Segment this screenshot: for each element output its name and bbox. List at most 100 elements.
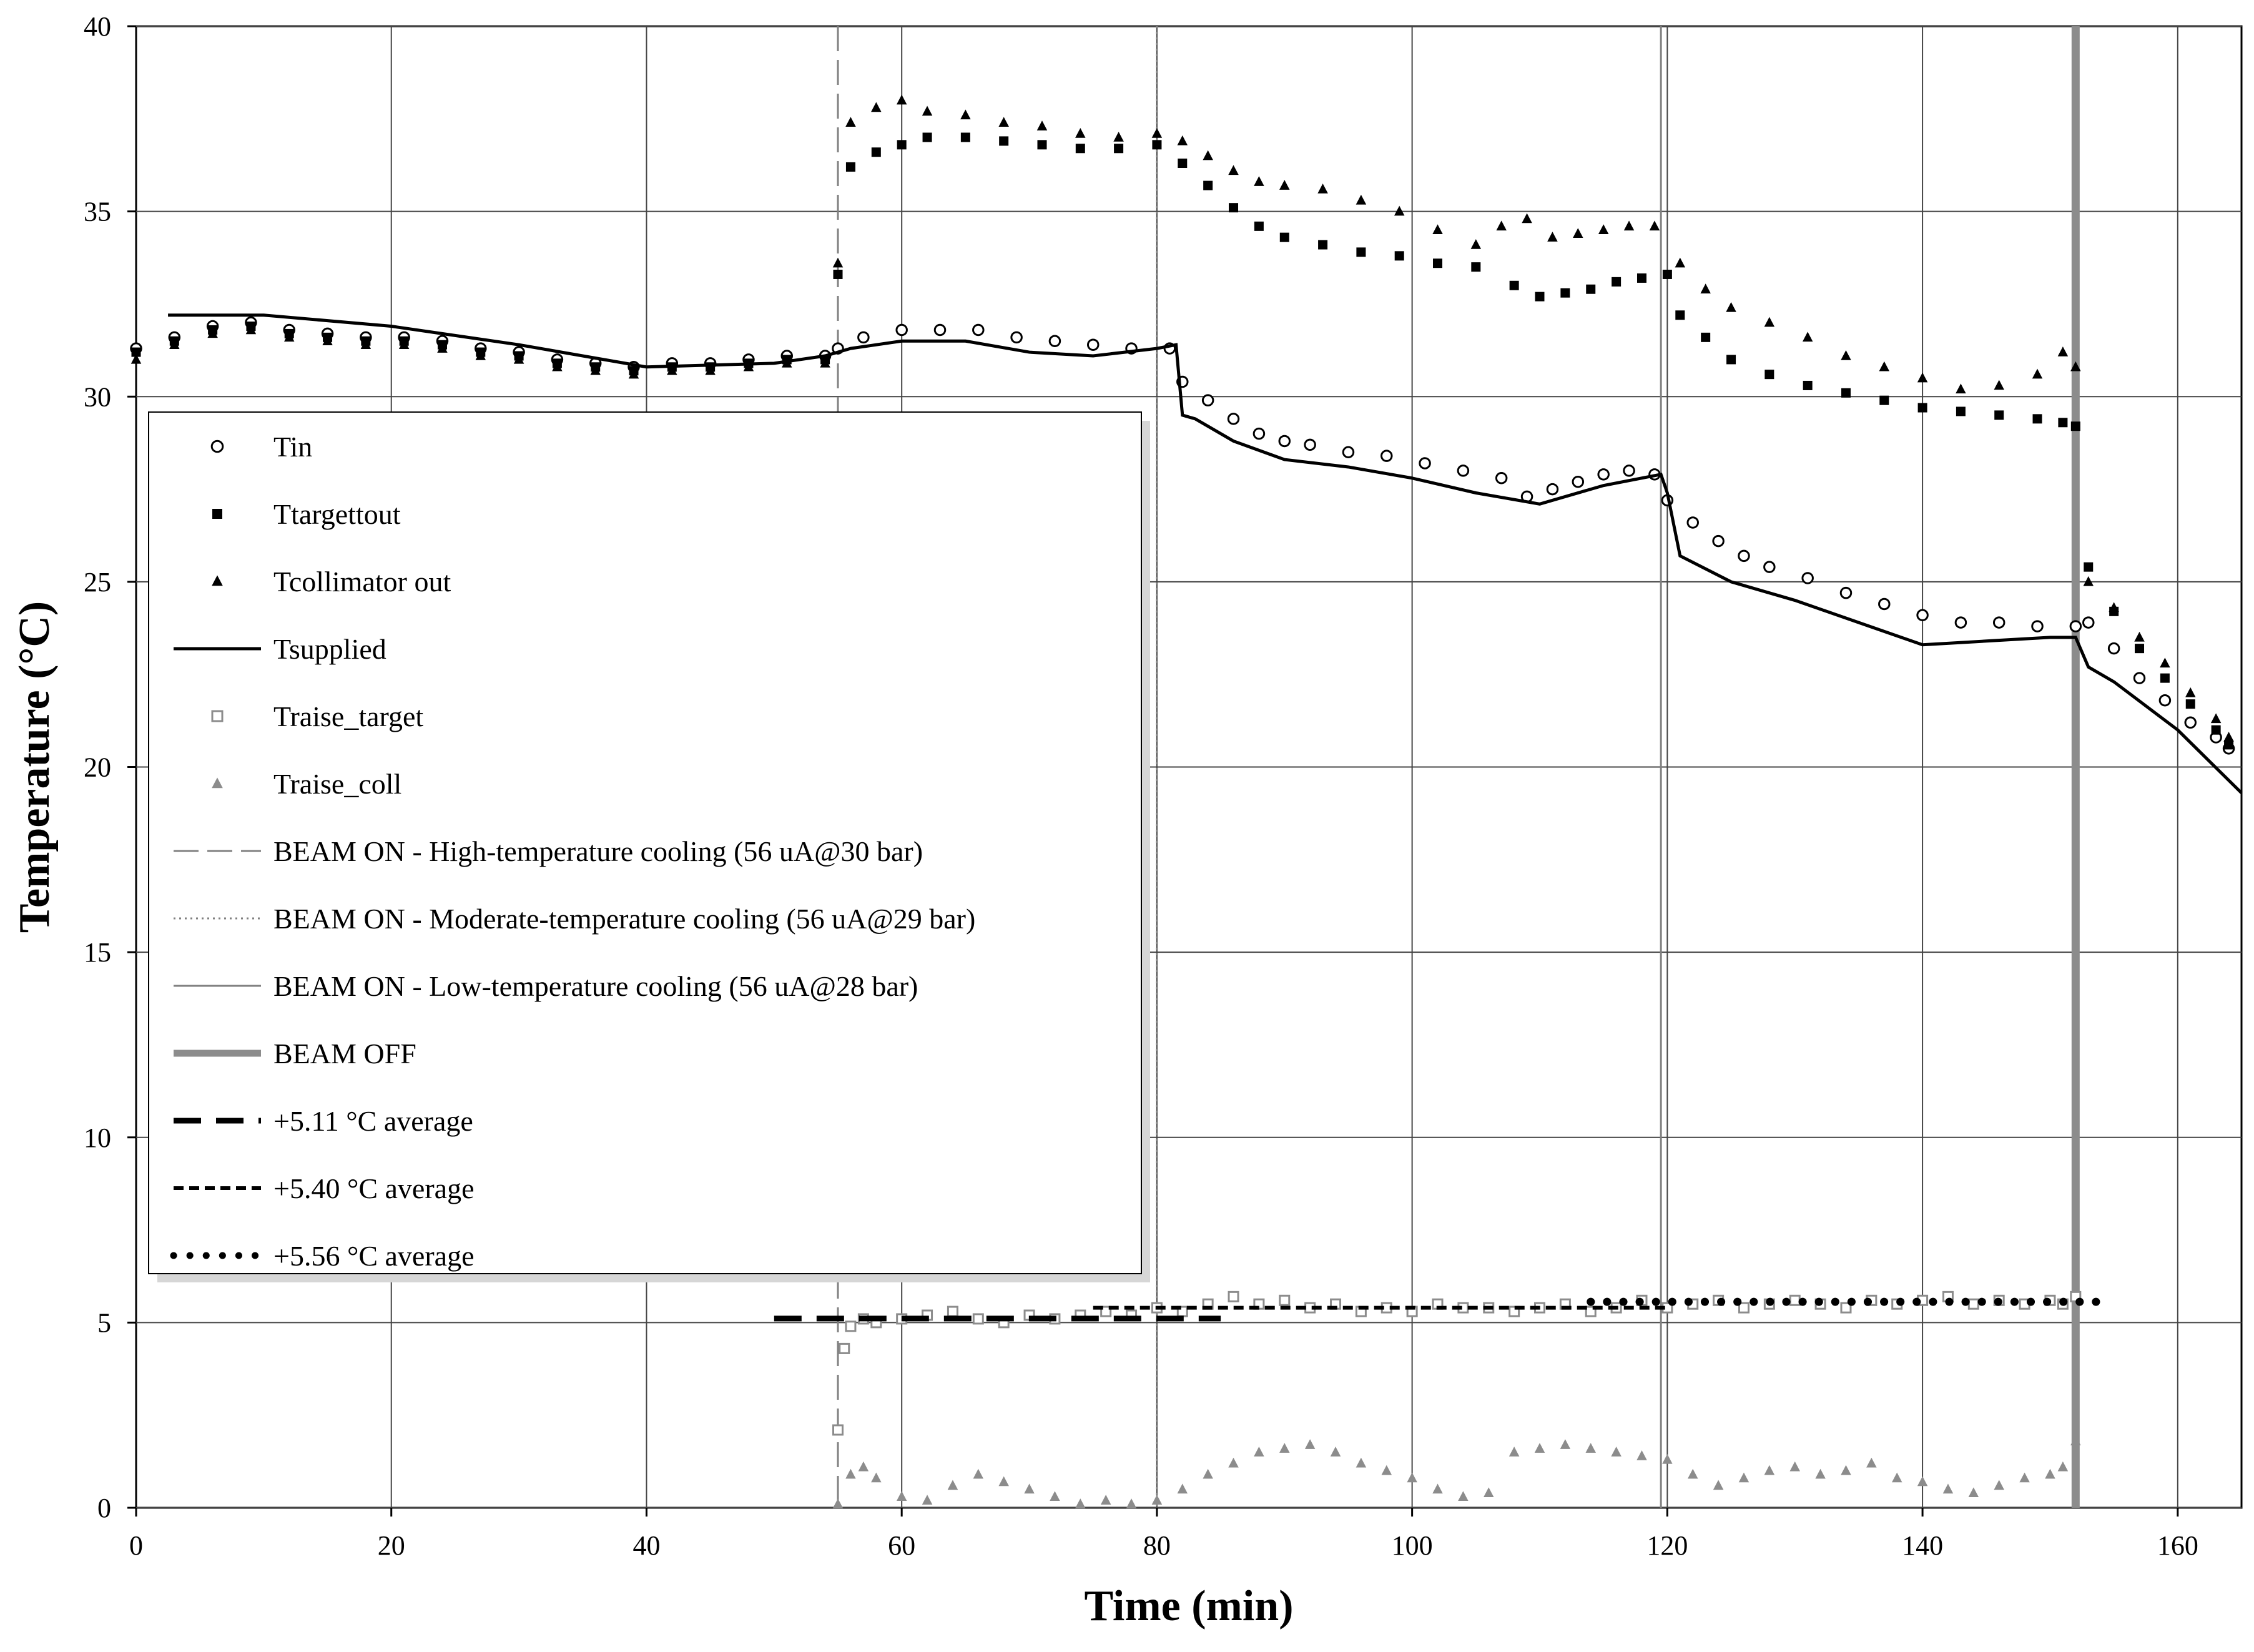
data-point: [2185, 687, 2196, 697]
data-point: [1380, 450, 1393, 462]
data-point: [743, 361, 754, 371]
x-tick-label: 80: [1143, 1530, 1171, 1561]
data-point: [322, 335, 333, 346]
data-point: [2223, 732, 2234, 742]
data-point: [1356, 1457, 1367, 1468]
data-point: [871, 102, 882, 112]
data-point: [1113, 131, 1124, 142]
data-point: [1203, 150, 1213, 160]
data-point: [1201, 394, 1214, 406]
legend-label: +5.40 °C average: [273, 1173, 475, 1204]
data-point: [2070, 421, 2080, 431]
data-point: [960, 109, 971, 120]
data-point: [1956, 406, 1966, 416]
data-point: [1050, 1491, 1060, 1501]
data-point: [1254, 1447, 1264, 1457]
legend-label: Tin: [273, 431, 312, 463]
data-point: [1763, 561, 1776, 573]
data-point: [1917, 372, 1928, 383]
legend-item: Traise_coll: [212, 768, 401, 800]
legend: Tin Ttargettout Tcollimator out Tsupplied Tr…: [148, 411, 1150, 1282]
x-tick-label: 0: [129, 1530, 143, 1561]
data-point: [245, 324, 257, 335]
data-point: [1203, 1468, 1213, 1479]
data-point: [1228, 1457, 1239, 1468]
data-point: [1048, 335, 1061, 348]
data-point: [1037, 140, 1047, 150]
data-point: [1764, 370, 1774, 380]
legend-label: Ttargettout: [273, 498, 401, 530]
data-point: [2031, 620, 2044, 632]
data-point: [960, 132, 970, 142]
legend-box: [148, 411, 1142, 1274]
data-point: [1381, 1465, 1392, 1475]
data-point: [2057, 1461, 2069, 1472]
legend-item: BEAM ON - Low-temperature cooling (56 uA…: [174, 970, 918, 1002]
data-point: [845, 162, 855, 172]
data-point: [1560, 1439, 1571, 1449]
legend-label: Traise_target: [273, 701, 423, 732]
data-point: [857, 331, 870, 344]
data-point: [2045, 1468, 2055, 1479]
data-point: [1572, 475, 1585, 488]
y-tick-label: 10: [84, 1123, 111, 1153]
data-point: [1458, 1491, 1469, 1501]
data-point: [896, 1491, 907, 1501]
data-point: [1024, 1483, 1035, 1494]
legend-label: +5.56 °C average: [273, 1240, 475, 1272]
data-point: [998, 117, 1009, 127]
data-point: [895, 323, 908, 337]
data-point: [2160, 657, 2170, 668]
data-point: [1994, 380, 2004, 390]
x-tick-label: 40: [632, 1530, 660, 1561]
data-point: [1994, 1480, 2004, 1490]
data-point: [1086, 338, 1100, 351]
data-point: [1342, 446, 1355, 458]
data-point: [1623, 220, 1635, 231]
data-point: [1252, 427, 1266, 440]
data-point: [1994, 410, 2004, 420]
data-point: [832, 1424, 844, 1436]
legend-swatch: [210, 440, 224, 453]
data-point: [1675, 310, 1685, 320]
data-point: [896, 94, 907, 105]
data-point: [1075, 144, 1085, 154]
data-point: [360, 339, 372, 349]
y-tick-label: 35: [84, 197, 111, 227]
data-point: [1075, 128, 1086, 138]
legend-label: Tsupplied: [273, 633, 386, 665]
data-point: [2211, 725, 2221, 735]
data-point: [1954, 616, 1967, 629]
data-point: [2134, 631, 2145, 642]
data-point: [1840, 1302, 1852, 1314]
data-point: [1917, 403, 1927, 413]
legend-item: Tcollimator out: [212, 566, 451, 597]
series-tcollimator-out: [130, 94, 2234, 742]
data-point: [1649, 220, 1660, 231]
data-point: [1318, 240, 1328, 250]
data-point: [2160, 673, 2170, 683]
data-point: [1356, 247, 1366, 257]
data-point: [1254, 221, 1264, 231]
data-point: [1227, 413, 1240, 425]
data-point: [1535, 292, 1545, 302]
data-point: [1177, 135, 1188, 145]
legend-item: Ttargettout: [212, 498, 401, 530]
y-tick-label: 40: [84, 11, 111, 42]
data-point: [1585, 1443, 1596, 1453]
data-point: [1597, 468, 1610, 481]
data-point: [1789, 1461, 1800, 1472]
data-point: [398, 339, 410, 349]
data-point: [1100, 1495, 1111, 1505]
data-point: [1279, 232, 1289, 242]
data-point: [2185, 699, 2195, 709]
legend-swatch: [212, 509, 222, 519]
data-point: [2032, 414, 2042, 424]
data-point: [705, 365, 716, 375]
series-traise-coll: [832, 1435, 2081, 1508]
data-point: [1317, 184, 1328, 194]
x-tick-label: 120: [1646, 1530, 1688, 1561]
y-tick-label: 30: [84, 381, 111, 412]
data-point: [1916, 609, 1929, 622]
data-point: [2069, 620, 2082, 632]
